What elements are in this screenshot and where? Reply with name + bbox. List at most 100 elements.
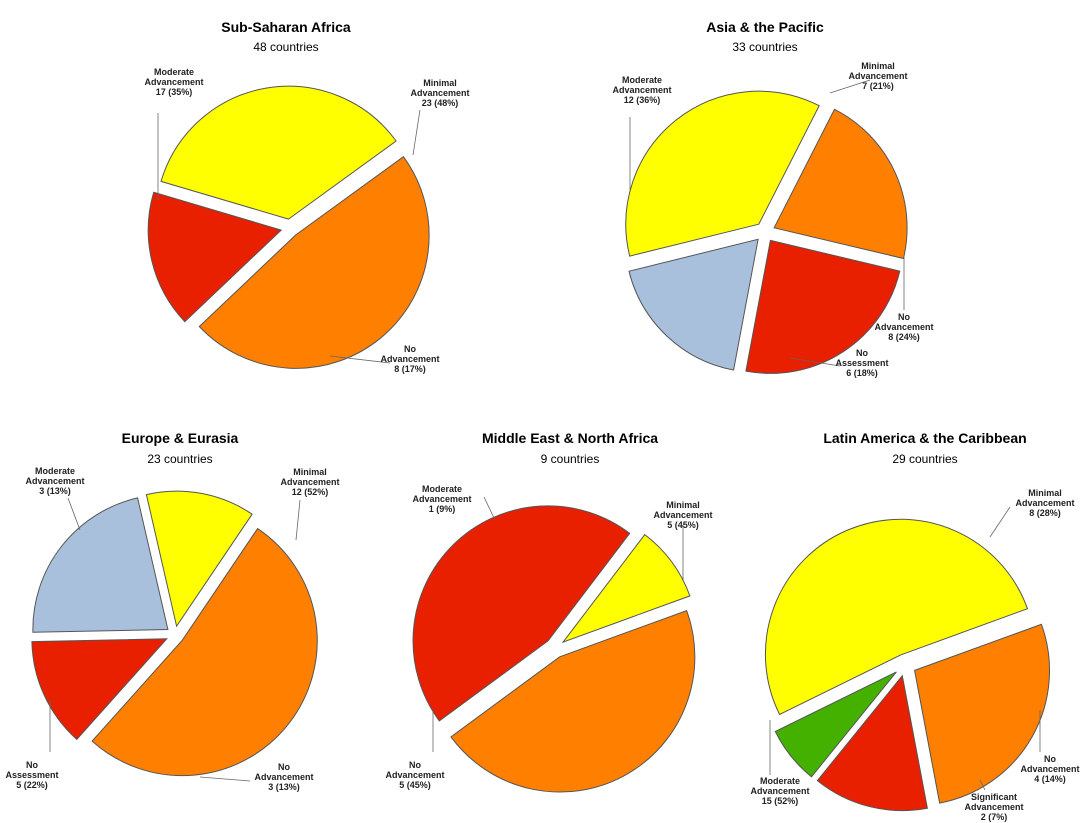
slice-label-line: Advancement [653,510,712,520]
slice-label-moderate-advancement: Moderate Advancement 17 (35%) [144,67,203,97]
slice-label-line: 5 (45%) [399,780,431,790]
slice-label-moderate-advancement: Moderate Advancement 12 (36%) [612,75,671,105]
slice-label-moderate-advancement: Moderate Advancement 15 (52%) [750,776,809,806]
slice-label-line: No [404,344,416,354]
pie-slice-no-advancement [31,638,168,741]
pie-slice-no-advancement [147,191,283,323]
slice-label-line: 23 (48%) [422,98,459,108]
slice-label-line: Advancement [1020,764,1079,774]
chart-subtitle: 33 countries [732,40,797,54]
slice-label-line: 2 (7%) [981,812,1008,822]
chart-subtitle: 48 countries [253,40,318,54]
slice-label-line: 15 (52%) [762,796,799,806]
chart-title: Middle East & North Africa [482,430,658,446]
label-leader-line [67,497,81,531]
slice-label-line: Advancement [25,476,84,486]
slice-label-line: No [409,760,421,770]
slice-label-no-advancement: No Advancement 8 (24%) [874,312,933,342]
slice-label-line: 1 (9%) [429,504,456,514]
chart-title: Latin America & the Caribbean [823,430,1026,446]
label-leader-line [789,357,841,367]
slice-label-line: Assessment [5,770,58,780]
pie-slice-moderate-advancement [145,490,253,628]
slice-label-line: Advancement [385,770,444,780]
slice-label-line: Significant [971,792,1017,802]
slice-label-line: Minimal [1028,488,1062,498]
chart-title: Sub-Saharan Africa [221,19,351,35]
pie-slice-minimal-advancement [450,609,696,793]
pie-slice-minimal-advancement [773,108,908,260]
slice-label-no-advancement: No Advancement 5 (45%) [385,760,444,790]
slice-label-line: 17 (35%) [156,87,193,97]
pie-slice-significant-advancement [774,671,897,778]
slice-label-line: No [1044,754,1056,764]
slice-label-no-advancement: No Advancement 3 (13%) [254,762,313,792]
slice-label-line: No [26,760,38,770]
slice-label-line: 8 (17%) [394,364,426,374]
slice-label-line: 7 (21%) [862,81,894,91]
slice-label-line: Moderate [622,75,662,85]
slice-label-line: 5 (45%) [667,520,699,530]
slice-label-moderate-advancement: Moderate Advancement 3 (13%) [25,466,84,496]
pie-latin-america-and-the-caribbean: Latin America & the Caribbean 29 countrie… [750,430,1079,822]
pie-slice-moderate-advancement [160,85,397,220]
slice-label-line: Advancement [848,71,907,81]
label-leader-line [199,776,251,782]
label-leader-line [829,79,871,94]
slice-label-significant-advancement: Significant Advancement 2 (7%) [964,792,1023,822]
slice-label-line: Advancement [874,322,933,332]
pie-slice-minimal-advancement [91,527,318,777]
slice-label-minimal-advancement: Minimal Advancement 23 (48%) [410,78,469,108]
slice-label-line: Minimal [293,467,327,477]
label-leader-line [412,109,421,156]
slice-label-no-assessment: No Assessment 5 (22%) [5,760,58,790]
slice-label-line: 5 (22%) [16,780,48,790]
slice-label-line: Moderate [35,466,75,476]
slice-label-line: 8 (28%) [1029,508,1061,518]
slice-label-line: 3 (13%) [268,782,300,792]
slice-label-line: Advancement [612,85,671,95]
slice-label-line: Advancement [410,88,469,98]
label-leader-line [979,779,986,791]
label-leader-line [989,506,1011,538]
pie-slice-moderate-advancement [625,90,820,257]
slice-label-line: Moderate [154,67,194,77]
slice-label-line: Advancement [412,494,471,504]
pie-slice-moderate-advancement [765,518,1029,716]
pie-slice-minimal-advancement [914,623,1051,804]
slice-label-minimal-advancement: Minimal Advancement 5 (45%) [653,500,712,530]
slice-label-line: Minimal [861,61,895,71]
slice-label-line: Advancement [144,77,203,87]
label-leader-line [483,496,496,521]
slice-label-line: Advancement [964,802,1023,812]
chart-subtitle: 9 countries [541,452,600,466]
slice-label-line: No [856,348,868,358]
pie-slice-no-advancement [412,505,631,722]
chart-title: Europe & Eurasia [122,430,239,446]
slice-label-line: 3 (13%) [39,486,71,496]
slice-label-line: No [278,762,290,772]
slice-label-line: Moderate [760,776,800,786]
pie-slice-no-advancement [816,674,928,812]
slice-label-line: No [898,312,910,322]
slice-label-line: Assessment [835,358,888,368]
chart-subtitle: 29 countries [892,452,957,466]
pie-slice-minimal-advancement [198,156,430,369]
chart-title: Asia & the Pacific [706,19,824,35]
slice-label-minimal-advancement: Minimal Advancement 7 (21%) [848,61,907,91]
pie-middle-east-and-north-africa: Middle East & North Africa 9 countries Min… [385,430,713,793]
slice-label-line: Advancement [750,786,809,796]
slice-label-line: Minimal [423,78,457,88]
slice-label-line: Advancement [380,354,439,364]
slice-label-line: 12 (36%) [624,95,661,105]
pie-slice-moderate-advancement [561,533,691,644]
slice-label-line: Advancement [280,477,339,487]
slice-label-line: 8 (24%) [888,332,920,342]
slice-label-line: Advancement [1015,498,1074,508]
slice-label-minimal-advancement: Minimal Advancement 12 (52%) [280,467,339,497]
chart-subtitle: 23 countries [147,452,212,466]
